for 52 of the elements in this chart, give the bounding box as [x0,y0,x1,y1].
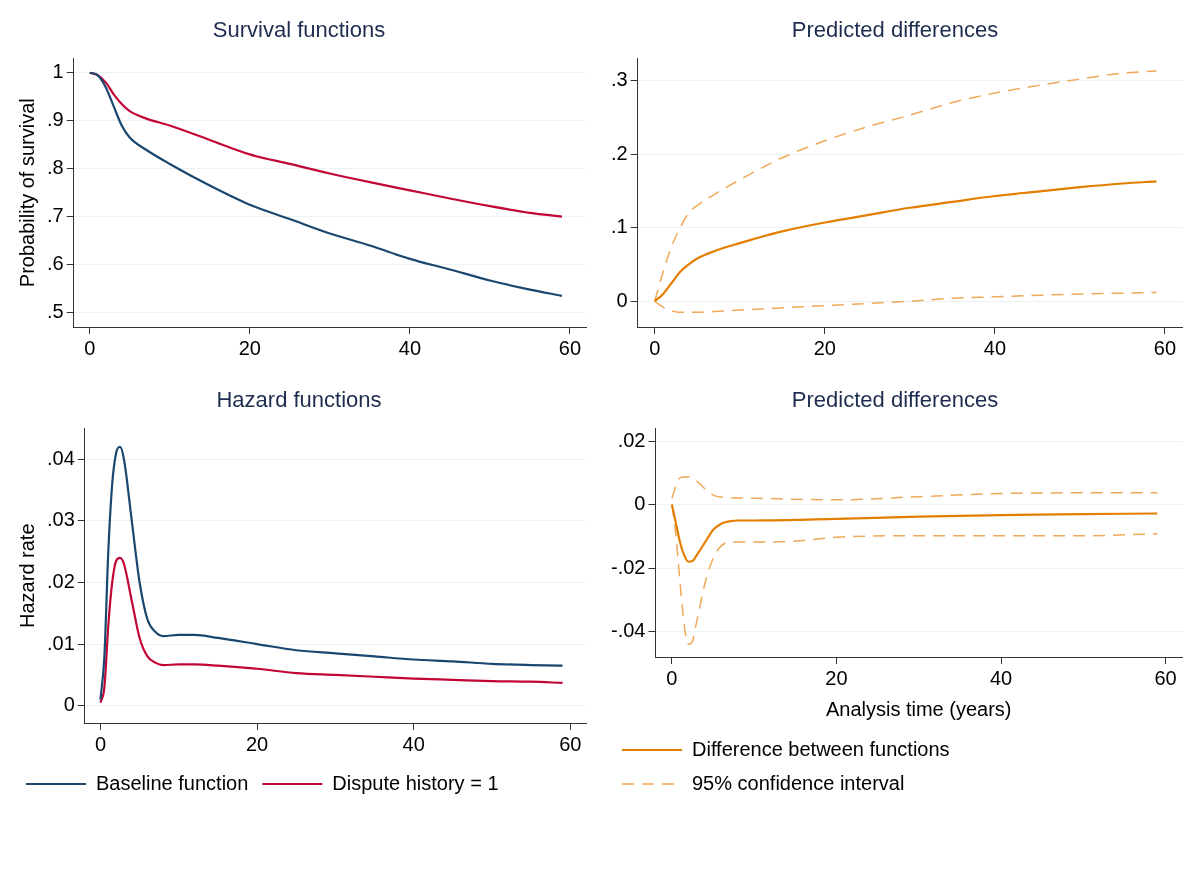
line-series [671,475,1159,501]
y-tick-label: .7 [46,204,64,227]
x-tick-label: 20 [238,336,261,359]
legend-label: Baseline function [96,771,249,794]
x-tick-label: 60 [558,336,582,359]
legend-label: 95% confidence interval [692,771,905,794]
y-tick-label: .02 [617,428,646,451]
chart-title: Survival functions [212,17,386,43]
y-tick-label: -.04 [610,619,646,642]
y-tick-label: .9 [46,108,64,131]
x-tick-label: 60 [1154,666,1177,689]
chart-title: Predicted differences [791,387,999,413]
y-axis-title: Probability of survival [15,98,38,288]
x-tick-label: 20 [825,666,848,689]
x-tick-label: 40 [983,336,1007,359]
y-tick-label: 0 [616,288,628,311]
y-tick-label: .03 [46,508,75,531]
line-series [653,180,1158,303]
y-tick-label: 0 [63,693,75,716]
x-tick-label: 0 [84,336,96,359]
y-tick-label: 1 [52,60,64,83]
line-series [99,445,564,701]
chart-title: Hazard functions [216,387,382,413]
x-tick-label: 0 [666,666,678,689]
chart-title: Predicted differences [791,17,999,43]
y-tick-label: .5 [46,300,64,323]
y-tick-label: .04 [46,446,75,469]
x-tick-label: 0 [94,732,107,755]
legend-label: Dispute history = 1 [332,771,499,794]
y-tick-label: .1 [610,215,628,238]
x-tick-label: 0 [649,336,661,359]
y-axis-title: Hazard rate [15,523,38,628]
y-tick-label: 0 [634,492,646,515]
line-series [670,503,1159,563]
x-tick-label: 60 [1153,336,1177,359]
y-tick-label: .02 [46,570,75,592]
line-series [88,71,564,297]
y-tick-label: .3 [610,67,628,90]
y-tick-label: .01 [46,631,75,654]
x-tick-label: 20 [813,336,836,359]
x-tick-label: 60 [559,732,582,755]
x-tick-label: 20 [245,732,269,755]
y-tick-label: -.02 [610,555,646,578]
x-tick-label: 40 [398,336,422,359]
legend-label: Difference between functions [692,737,950,760]
y-tick-label: .2 [610,141,628,164]
x-tick-label: 40 [402,732,425,755]
y-tick-label: .6 [46,252,64,275]
x-tick-label: 40 [989,666,1013,689]
x-axis-title: Analysis time (years) [825,697,1012,720]
y-tick-label: .8 [46,156,64,179]
line-series [99,556,564,704]
